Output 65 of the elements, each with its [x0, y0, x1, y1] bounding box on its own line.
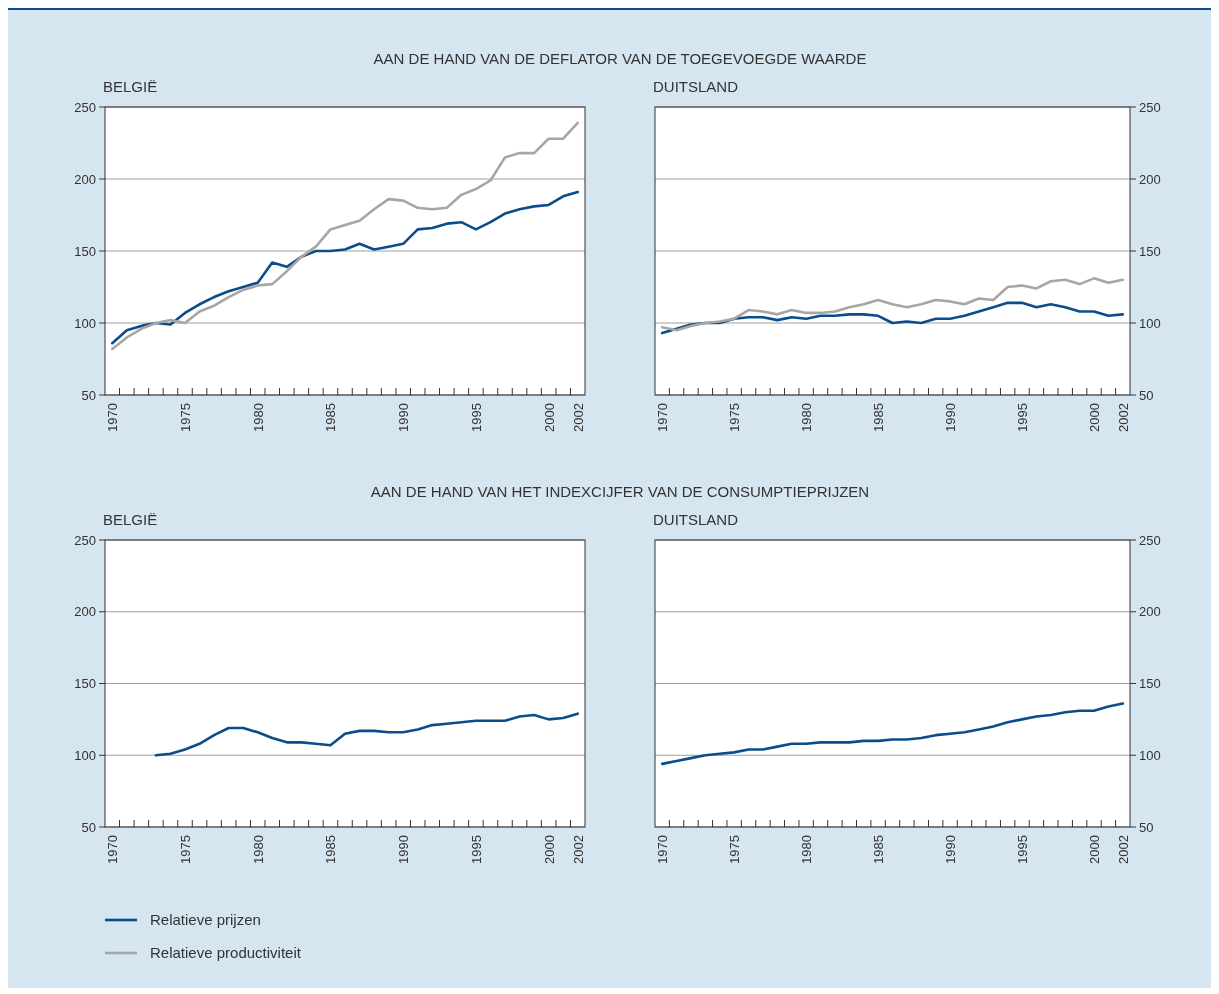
y-tick-label: 100	[1139, 747, 1161, 763]
x-tick-label: 2000	[1087, 835, 1103, 864]
x-tick-label: 1975	[178, 403, 193, 432]
x-tick-label: 1980	[799, 835, 815, 864]
chart-subtitle: BELGIË	[103, 511, 158, 528]
x-tick-label: 1975	[727, 835, 743, 864]
x-tick-label: 2000	[541, 403, 557, 432]
y-tick-label: 250	[1139, 99, 1161, 115]
chart-subtitle: BELGIË	[103, 78, 158, 95]
y-tick-label: 200	[1139, 171, 1161, 187]
x-tick-label: 1985	[323, 403, 339, 432]
y-tick-label: 50	[1139, 819, 1154, 835]
y-tick-label: 200	[74, 171, 96, 187]
x-tick-label: 1975	[727, 403, 743, 432]
y-tick-label: 100	[74, 315, 96, 331]
x-tick-label: 1970	[655, 835, 671, 864]
text: AAN DE HAND VAN DE DEFLATOR VAN DE TOEGEVOEGDE WAARDE	[373, 50, 867, 67]
x-tick-label: 1970	[655, 403, 671, 432]
chart-subtitle: DUITSLAND	[653, 511, 739, 528]
chart-subtitle: DUITSLAND	[653, 78, 739, 95]
x-tick-label: 1980	[250, 835, 266, 864]
x-tick-label: 1970	[105, 403, 121, 432]
y-tick-label: 50	[1139, 387, 1154, 403]
x-tick-label: 2002	[1115, 835, 1131, 864]
x-tick-label: 1990	[396, 403, 412, 432]
x-tick-label: 2002	[570, 403, 586, 432]
x-tick-label: 1995	[1015, 835, 1031, 864]
text: AAN DE HAND VAN HET INDEXCIJFER VAN DE CONSUMPTIEPRIJZEN	[370, 483, 870, 500]
x-tick-label: 1985	[871, 835, 887, 864]
x-tick-label: 2000	[541, 835, 557, 864]
y-tick-label: 50	[81, 387, 96, 403]
x-tick-label: 1995	[468, 835, 484, 864]
y-tick-label: 150	[74, 676, 96, 692]
x-tick-label: 2000	[1087, 403, 1103, 432]
y-tick-label: 100	[74, 747, 96, 763]
x-tick-label: 1990	[943, 403, 959, 432]
x-tick-label: 2002	[1115, 403, 1131, 432]
x-tick-label: 1980	[250, 403, 266, 432]
legend-label: Relatieve prijzen	[150, 911, 261, 929]
y-tick-label: 250	[74, 99, 96, 115]
y-tick-label: 150	[1139, 676, 1161, 692]
x-tick-label: 1975	[178, 835, 193, 864]
line-series	[660, 702, 1125, 766]
line-series	[660, 277, 1125, 332]
line-series	[154, 712, 580, 757]
line-series	[110, 190, 580, 345]
y-tick-label: 200	[74, 604, 96, 620]
x-tick-label: 1995	[468, 403, 484, 432]
y-tick-label: 50	[81, 819, 96, 835]
x-tick-label: 1985	[323, 835, 339, 864]
y-tick-label: 250	[74, 532, 96, 548]
y-tick-label: 100	[1139, 315, 1161, 331]
x-tick-label: 1985	[871, 403, 887, 432]
y-tick-label: 200	[1139, 604, 1161, 620]
y-tick-label: 150	[1139, 243, 1161, 259]
x-tick-label: 1970	[105, 835, 121, 864]
x-tick-label: 1980	[799, 403, 815, 432]
x-tick-label: 1995	[1015, 403, 1031, 432]
line-series	[110, 121, 580, 351]
y-tick-label: 250	[1139, 532, 1161, 548]
y-tick-label: 150	[74, 243, 96, 259]
x-tick-label: 2002	[570, 835, 586, 864]
x-tick-label: 1990	[396, 835, 412, 864]
legend-label: Relatieve productiviteit	[150, 944, 302, 962]
x-tick-label: 1990	[943, 835, 959, 864]
